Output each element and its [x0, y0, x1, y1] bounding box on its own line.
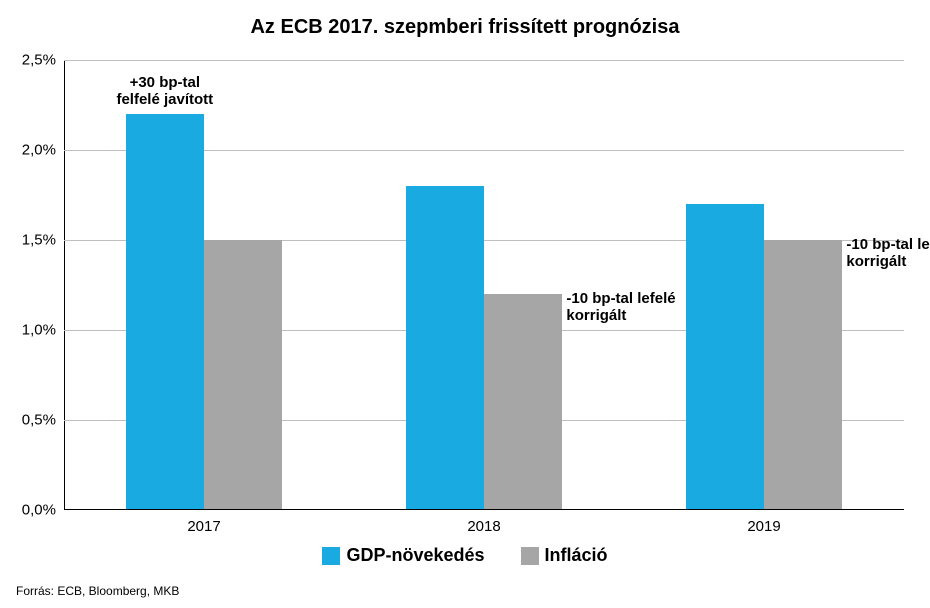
y-tick-label: 2,5% — [22, 52, 56, 69]
legend: GDP-növekedés Infláció — [0, 545, 930, 566]
y-tick-label: 1,0% — [22, 322, 56, 339]
y-tick-label: 0,0% — [22, 502, 56, 519]
bar-gdp-növekedés — [686, 204, 764, 510]
x-tick-label: 2017 — [187, 518, 220, 535]
x-axis-line — [64, 509, 904, 510]
bar-infláció — [204, 240, 282, 510]
x-tick-label: 2018 — [467, 518, 500, 535]
y-tick-label: 1,5% — [22, 232, 56, 249]
bar-gdp-növekedés — [406, 186, 484, 510]
legend-item: GDP-növekedés — [322, 545, 484, 566]
bar-infláció — [484, 294, 562, 510]
bar-group — [64, 60, 344, 510]
bar-gdp-növekedés — [126, 114, 204, 510]
source-note: Forrás: ECB, Bloomberg, MKB — [16, 584, 179, 598]
bar-group — [344, 60, 624, 510]
chart-title: Az ECB 2017. szepmberi frissített prognó… — [0, 16, 930, 39]
bar-group — [624, 60, 904, 510]
legend-label: GDP-növekedés — [346, 545, 484, 566]
x-tick-label: 2019 — [747, 518, 780, 535]
y-tick-label: 2,0% — [22, 142, 56, 159]
plot-area: 0,0%0,5%1,0%1,5%2,0%2,5%201720182019+30 … — [64, 60, 904, 510]
y-tick-label: 0,5% — [22, 412, 56, 429]
legend-swatch — [521, 547, 539, 565]
legend-swatch — [322, 547, 340, 565]
legend-label: Infláció — [545, 545, 608, 566]
legend-item: Infláció — [521, 545, 608, 566]
bar-infláció — [764, 240, 842, 510]
